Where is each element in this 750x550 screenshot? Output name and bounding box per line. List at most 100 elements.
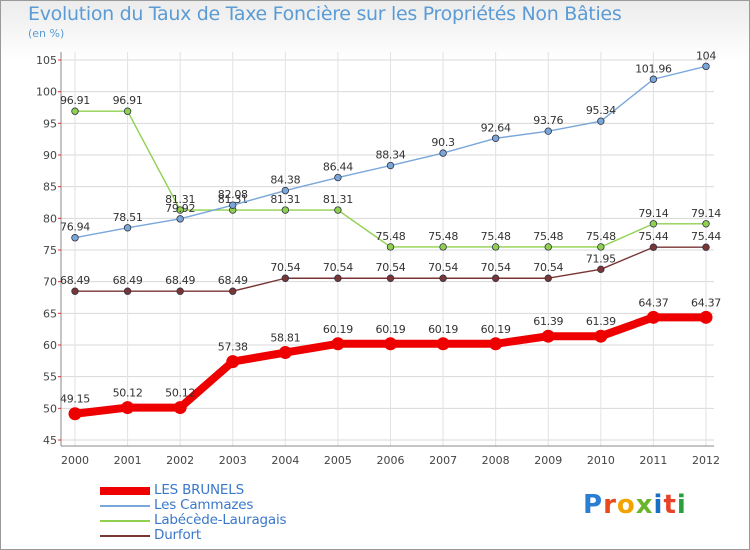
- data-point: [121, 401, 135, 415]
- data-point: [229, 201, 237, 209]
- data-label: 70.54: [376, 261, 406, 274]
- data-point: [439, 274, 447, 282]
- logo-letter: t: [663, 490, 677, 520]
- data-label: 75.48: [586, 230, 616, 243]
- data-label: 68.49: [218, 274, 248, 287]
- x-tick-label: 2000: [61, 454, 89, 467]
- data-label: 68.49: [60, 274, 90, 287]
- data-point: [281, 186, 290, 195]
- data-point: [176, 215, 184, 223]
- data-label: 101.96: [635, 62, 672, 75]
- data-label: 64.37: [691, 296, 721, 309]
- data-label: 50.12: [113, 387, 143, 400]
- data-label: 92.64: [481, 121, 511, 134]
- proxiti-logo: Proxiti: [583, 490, 687, 520]
- legend-item: LES BRUNELS: [100, 482, 400, 498]
- data-point: [541, 329, 555, 343]
- data-label: 75.48: [376, 230, 406, 243]
- y-tick-label: 85: [43, 181, 57, 194]
- data-point: [386, 243, 395, 251]
- data-label: 70.54: [533, 261, 563, 274]
- data-label: 70.54: [481, 261, 511, 274]
- data-label: 75.44: [691, 230, 721, 243]
- data-label: 93.76: [533, 114, 563, 127]
- data-label: 104: [696, 49, 716, 62]
- data-label: 70.54: [428, 261, 458, 274]
- data-label: 61.39: [533, 315, 563, 328]
- data-point: [491, 134, 500, 142]
- data-label: 60.19: [376, 323, 406, 336]
- data-label: 71.95: [586, 252, 616, 265]
- data-point: [71, 107, 79, 115]
- data-label: 96.91: [113, 94, 143, 107]
- x-tick-label: 2003: [219, 454, 247, 467]
- data-point: [597, 265, 605, 274]
- data-label: 49.15: [60, 393, 90, 406]
- y-tick-label: 50: [43, 402, 57, 415]
- data-point: [334, 274, 342, 282]
- data-point: [229, 287, 237, 295]
- logo-letter: o: [616, 490, 636, 520]
- data-label: 75.44: [638, 230, 668, 243]
- y-tick-label: 80: [43, 212, 57, 225]
- x-tick-label: 2004: [271, 454, 299, 467]
- legend-item: Durfort: [100, 527, 400, 543]
- data-point: [334, 206, 342, 214]
- data-label: 58.81: [270, 332, 300, 345]
- legend-swatch: [100, 535, 150, 537]
- x-tick-label: 2005: [324, 454, 352, 467]
- data-point: [702, 220, 710, 228]
- data-label: 79.14: [638, 207, 668, 220]
- data-point: [386, 274, 395, 282]
- data-point: [649, 75, 658, 83]
- y-tick-label: 100: [36, 86, 57, 99]
- legend-item: Les Cammazes: [100, 498, 400, 513]
- data-point: [436, 337, 450, 351]
- data-point: [71, 234, 79, 242]
- data-point: [123, 287, 132, 295]
- data-label: 79.92: [165, 202, 195, 215]
- data-label: 60.19: [428, 323, 458, 336]
- legend-item: Labécède-Lauragais: [100, 512, 400, 528]
- data-point: [489, 337, 503, 351]
- data-label: 84.38: [270, 174, 300, 187]
- y-tick-label: 90: [43, 149, 57, 162]
- data-label: 75.48: [428, 230, 458, 243]
- data-label: 60.19: [481, 323, 511, 336]
- data-label: 61.39: [586, 315, 616, 328]
- data-label: 82.08: [218, 188, 248, 201]
- data-label: 78.51: [113, 211, 143, 224]
- data-label: 70.54: [270, 261, 300, 274]
- data-label: 88.34: [376, 149, 406, 162]
- data-label: 86.44: [323, 161, 353, 174]
- data-label: 70.54: [323, 261, 353, 274]
- data-point: [439, 149, 447, 157]
- data-point: [439, 243, 447, 251]
- y-tick-label: 95: [43, 117, 57, 130]
- data-point: [281, 206, 290, 214]
- data-point: [702, 243, 710, 251]
- logo-letter: i: [676, 490, 687, 520]
- data-label: 68.49: [113, 274, 143, 287]
- x-tick-label: 2006: [377, 454, 405, 467]
- data-point: [384, 337, 397, 351]
- data-label: 90.3: [431, 136, 455, 149]
- data-point: [123, 224, 132, 232]
- x-tick-label: 2011: [639, 454, 667, 467]
- data-point: [649, 220, 658, 228]
- data-label: 96.91: [60, 94, 90, 107]
- chart-subtitle: (en %): [28, 27, 65, 40]
- x-tick-label: 2010: [587, 454, 615, 467]
- data-point: [646, 310, 660, 324]
- y-tick-label: 105: [36, 54, 57, 67]
- legend-label: Labécède-Lauragais: [154, 512, 287, 528]
- legend-label: Durfort: [154, 527, 201, 543]
- x-tick-label: 2009: [534, 454, 562, 467]
- logo-letter: x: [635, 490, 654, 520]
- y-tick-label: 60: [43, 339, 57, 352]
- legend-label: LES BRUNELS: [154, 482, 244, 498]
- y-tick-label: 70: [43, 276, 57, 289]
- data-point: [491, 274, 500, 282]
- data-label: 81.31: [323, 193, 353, 206]
- logo-letter: P: [583, 490, 604, 520]
